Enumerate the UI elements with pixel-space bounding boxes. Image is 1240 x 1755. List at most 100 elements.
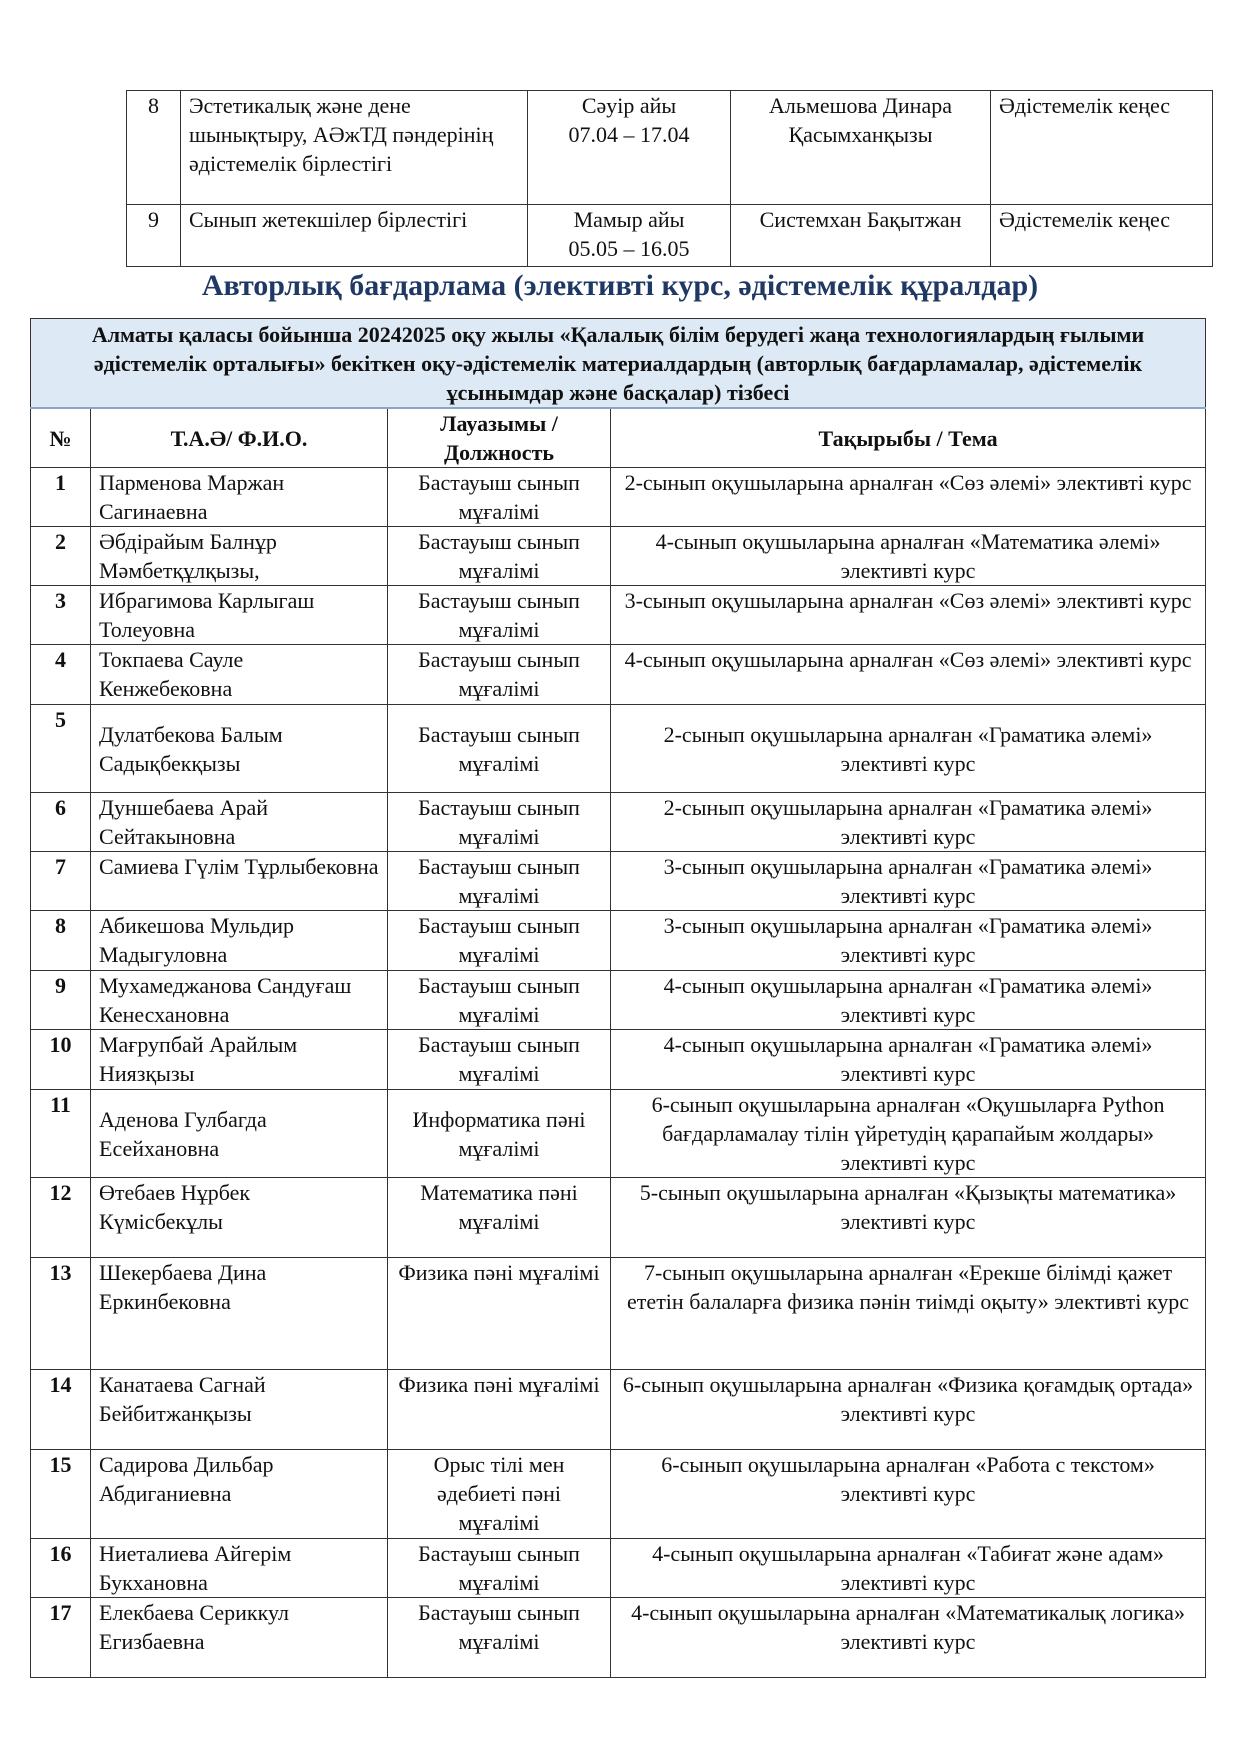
cell-topic: 4-сынып оқушыларына арналған «Математика… bbox=[609, 526, 1207, 586]
table-row: 1 Парменова Маржан Сагинаевна Бастауыш сын… bbox=[30, 467, 1207, 527]
table-row: 3 Ибрагимова Карлыгаш Толеуовна Бастауыш с… bbox=[30, 585, 1207, 645]
cell-name: Дулатбекова Балым Садықбекқызы bbox=[90, 704, 388, 793]
cell-number: 9 bbox=[30, 970, 91, 1030]
cell-number: 8 bbox=[30, 910, 91, 971]
cell-number: 17 bbox=[30, 1597, 91, 1678]
header-position: Лауазымы / Должность bbox=[387, 407, 611, 468]
cell-number: 11 bbox=[30, 1089, 91, 1178]
cell-number: 4 bbox=[30, 644, 91, 705]
cell-position: Математика пәні мұғалімі bbox=[387, 1177, 611, 1258]
cell-topic: 6-сынып оқушыларына арналған «Физика қоғ… bbox=[609, 1369, 1207, 1450]
cell-name: Ибрагимова Карлыгаш Толеуовна bbox=[90, 585, 388, 645]
table-row: 10 Мағрупбай Арайлым Ниязқызы Бастауыш сын… bbox=[30, 1029, 1207, 1090]
header-topic: Тақырыбы / Тема bbox=[609, 407, 1207, 468]
table-row: 14 Канатаева Сагнай Бейбитжанқызы Физика п… bbox=[30, 1369, 1207, 1450]
cell-topic: 3-сынып оқушыларына арналған «Граматика … bbox=[609, 851, 1207, 911]
table-row: 16 Ниеталиева Айгерім Букхановна Бастауыш … bbox=[30, 1538, 1207, 1598]
cell-number: 16 bbox=[30, 1538, 91, 1598]
cell-name: Әбдірайым Балнұр Мәмбетқұлқызы, bbox=[90, 526, 388, 586]
cell-name: Токпаева Сауле Кенжебековна bbox=[90, 644, 388, 705]
cell-name: Эстетикалық және дене шынықтыру, АӘжТД п… bbox=[180, 90, 528, 205]
cell-number: 2 bbox=[30, 526, 91, 586]
cell-name: Садирова Дильбар Абдиганиевна bbox=[90, 1449, 388, 1539]
cell-name: Мағрупбай Арайлым Ниязқызы bbox=[90, 1029, 388, 1090]
cell-topic: 4-сынып оқушыларына арналған «Граматика … bbox=[609, 970, 1207, 1030]
cell-position: Бастауыш сынып мұғалімі bbox=[387, 970, 611, 1030]
table-row: 4 Токпаева Сауле Кенжебековна Бастауыш сын… bbox=[30, 644, 1207, 705]
cell-name: Өтебаев Нұрбек Күмісбекұлы bbox=[90, 1177, 388, 1258]
cell-person: Альмешова Динара Қасымханқызы bbox=[730, 90, 991, 205]
cell-topic: 4-сынып оқушыларына арналған «Сөз әлемі»… bbox=[609, 644, 1207, 705]
cell-number: 13 bbox=[30, 1257, 91, 1370]
cell-position: Бастауыш сынып мұғалімі bbox=[387, 1029, 611, 1090]
cell-position: Физика пәні мұғалімі bbox=[387, 1257, 611, 1370]
month: Сәуір айы bbox=[581, 93, 677, 118]
cell-name: Шекербаева Дина Еркинбековна bbox=[90, 1257, 388, 1370]
cell-position: Бастауыш сынып мұғалімі bbox=[387, 792, 611, 852]
table-row: 8 Эстетикалық және дене шынықтыру, АӘжТД … bbox=[126, 90, 1213, 205]
cell-num: 8 bbox=[126, 90, 181, 205]
cell-topic: 2-сынып оқушыларына арналған «Граматика … bbox=[609, 792, 1207, 852]
cell-position: Бастауыш сынып мұғалімі bbox=[387, 526, 611, 586]
cell-topic: 6-сынып оқушыларына арналған «Оқушыларға… bbox=[609, 1089, 1207, 1178]
cell-position: Бастауыш сынып мұғалімі bbox=[387, 851, 611, 911]
cell-position: Бастауыш сынып мұғалімі bbox=[387, 644, 611, 705]
cell-topic: 3-сынып оқушыларына арналған «Граматика … bbox=[609, 910, 1207, 971]
table-row: 13 Шекербаева Дина Еркинбековна Физика пән… bbox=[30, 1257, 1207, 1370]
dates: 07.04 – 17.04 bbox=[568, 122, 690, 147]
materials-table: Алматы қаласы бойынша 20242025 оқу жылы … bbox=[29, 318, 1207, 1678]
table-row: 9 Сынып жетекшілер бірлестігі Мамыр айы 05.… bbox=[126, 204, 1213, 267]
cell-topic: 2-сынып оқушыларына арналған «Сөз әлемі»… bbox=[609, 467, 1207, 527]
cell-number: 5 bbox=[30, 704, 91, 793]
cell-topic: 3-сынып оқушыларына арналған «Сөз әлемі»… bbox=[609, 585, 1207, 645]
cell-name: Абикешова Мульдир Мадыгуловна bbox=[90, 910, 388, 971]
table-row: 8 Абикешова Мульдир Мадыгуловна Бастауыш с… bbox=[30, 910, 1207, 971]
table-row: 6 Дуншебаева Арай Сейтакыновна Бастауыш сы… bbox=[30, 792, 1207, 852]
cell-number: 15 bbox=[30, 1449, 91, 1539]
cell-number: 7 bbox=[30, 851, 91, 911]
cell-name: Ниеталиева Айгерім Букхановна bbox=[90, 1538, 388, 1598]
cell-name: Дуншебаева Арай Сейтакыновна bbox=[90, 792, 388, 852]
cell-dates: Сәуір айы 07.04 – 17.04 bbox=[527, 90, 731, 205]
cell-name: Сынып жетекшілер бірлестігі bbox=[180, 204, 528, 267]
cell-position: Физика пәні мұғалімі bbox=[387, 1369, 611, 1450]
cell-topic: 6-сынып оқушыларына арналған «Работа с т… bbox=[609, 1449, 1207, 1539]
section-heading: Авторлық бағдарлама (элективті курс, әді… bbox=[201, 269, 1039, 302]
table-row: 2 Әбдірайым Балнұр Мәмбетқұлқызы, Бастауыш… bbox=[30, 526, 1207, 586]
cell-number: 14 bbox=[30, 1369, 91, 1450]
cell-position: Бастауыш сынып мұғалімі bbox=[387, 585, 611, 645]
cell-name: Парменова Маржан Сагинаевна bbox=[90, 467, 388, 527]
cell-position: Бастауыш сынып мұғалімі bbox=[387, 910, 611, 971]
cell-form: Әдістемелік кеңес bbox=[990, 204, 1213, 267]
cell-position: Бастауыш сынып мұғалімі bbox=[387, 1597, 611, 1678]
table-row: 17 Елекбаева Сериккул Егизбаевна Бастауыш … bbox=[30, 1597, 1207, 1678]
cell-topic: 4-сынып оқушыларына арналған «Математика… bbox=[609, 1597, 1207, 1678]
cell-person: Системхан Бақытжан bbox=[730, 204, 991, 267]
cell-number: 6 bbox=[30, 792, 91, 852]
cell-number: 10 bbox=[30, 1029, 91, 1090]
cell-name: Мухамеджанова Сандуғаш Кенесхановна bbox=[90, 970, 388, 1030]
cell-topic: 4-сынып оқушыларына арналған «Граматика … bbox=[609, 1029, 1207, 1090]
table-row: 9 Мухамеджанова Сандуғаш Кенесхановна Баст… bbox=[30, 970, 1207, 1030]
table-row: 11 Аденова Гулбагда Есейхановна Информатик… bbox=[30, 1089, 1207, 1178]
cell-topic: 7-сынып оқушыларына арналған «Ерекше біл… bbox=[609, 1257, 1207, 1370]
table-banner: Алматы қаласы бойынша 20242025 оқу жылы … bbox=[29, 318, 1207, 409]
cell-name: Канатаева Сагнай Бейбитжанқызы bbox=[90, 1369, 388, 1450]
cell-number: 1 bbox=[30, 467, 91, 527]
cell-topic: 5-сынып оқушыларына арналған «Қызықты ма… bbox=[609, 1177, 1207, 1258]
cell-topic: 4-сынып оқушыларына арналған «Табиғат жә… bbox=[609, 1538, 1207, 1598]
cell-position: Бастауыш сынып мұғалімі bbox=[387, 1538, 611, 1598]
header-name: Т.А.Ә/ Ф.И.О. bbox=[90, 407, 388, 468]
cell-topic: 2-сынып оқушыларына арналған «Граматика … bbox=[609, 704, 1207, 793]
cell-position: Информатика пәні мұғалімі bbox=[387, 1089, 611, 1178]
month: Мамыр айы bbox=[573, 207, 685, 232]
header-number: № bbox=[30, 407, 91, 468]
table-row: 5 Дулатбекова Балым Садықбекқызы Бастауыш … bbox=[30, 704, 1207, 793]
dates: 05.05 – 16.05 bbox=[568, 236, 690, 261]
cell-name: Елекбаева Сериккул Егизбаевна bbox=[90, 1597, 388, 1678]
cell-position: Бастауыш сынып мұғалімі bbox=[387, 467, 611, 527]
table-row: 12 Өтебаев Нұрбек Күмісбекұлы Математика п… bbox=[30, 1177, 1207, 1258]
table-row: 15 Садирова Дильбар Абдиганиевна Орыс тілі… bbox=[30, 1449, 1207, 1539]
cell-number: 3 bbox=[30, 585, 91, 645]
cell-position: Орыс тілі мен әдебиеті пәні мұғалімі bbox=[387, 1449, 611, 1539]
